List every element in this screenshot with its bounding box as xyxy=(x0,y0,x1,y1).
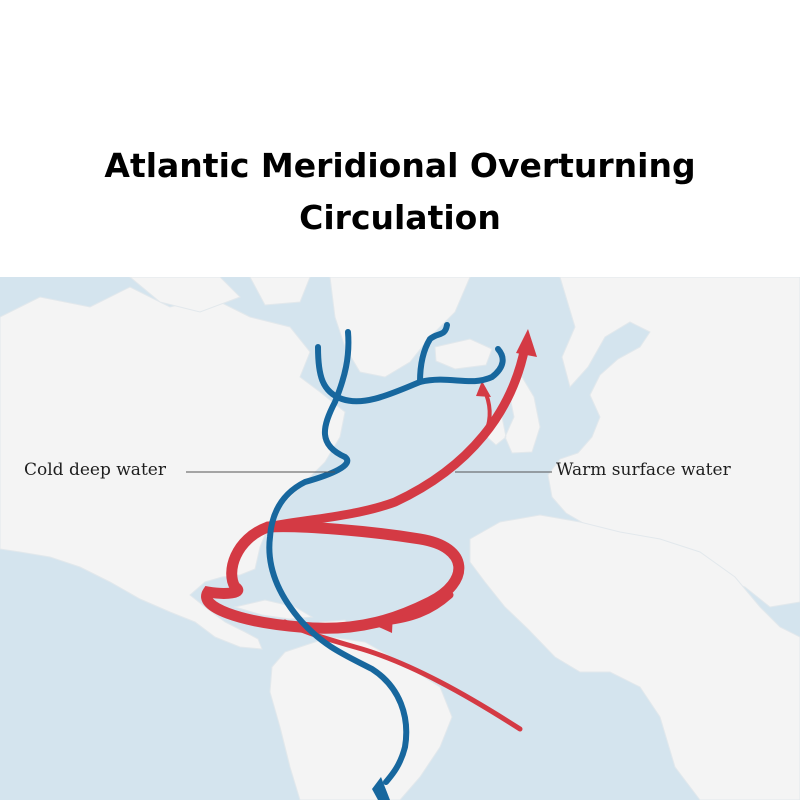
land-greenland xyxy=(329,277,471,378)
cold-current-branch-greenland xyxy=(417,322,450,385)
warm-current-loop xyxy=(201,521,465,634)
title-block: Atlantic Meridional Overturning Circulat… xyxy=(0,140,800,244)
land-arctic-islands xyxy=(129,277,311,313)
cold-arrowhead xyxy=(372,777,390,800)
label-cold-deep-water: Cold deep water xyxy=(24,460,166,480)
warm-arrowhead-north xyxy=(516,329,537,357)
land-north-america xyxy=(0,286,346,650)
warm-current-main xyxy=(263,342,530,532)
cold-current-branch-left xyxy=(266,329,410,785)
warm-arrowhead-return xyxy=(372,612,393,633)
warm-current-south xyxy=(282,619,523,732)
page-title: Atlantic Meridional Overturning Circulat… xyxy=(104,146,696,237)
label-warm-surface-water: Warm surface water xyxy=(556,460,731,480)
cold-current xyxy=(266,322,506,785)
map: Cold deep water Warm surface water xyxy=(0,277,800,800)
land-iceland xyxy=(434,338,493,370)
map-svg xyxy=(0,277,800,800)
land-africa xyxy=(469,514,800,800)
land-south-america xyxy=(269,636,453,800)
warm-arrowhead-branch xyxy=(476,381,491,397)
